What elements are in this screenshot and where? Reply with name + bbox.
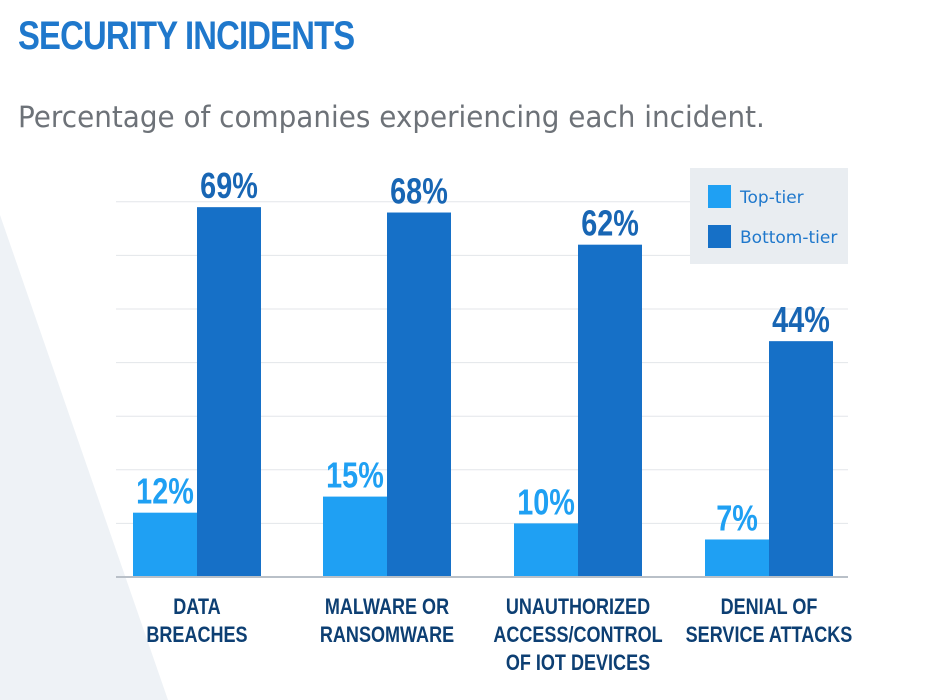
bars xyxy=(133,207,833,577)
legend-swatch-top-tier xyxy=(708,185,731,208)
value-labels: 12% 69% 15% 68% 10% 62% 7% 44% xyxy=(136,165,830,538)
category-label: DATA xyxy=(173,595,220,619)
chart-subtitle: Percentage of companies experiencing eac… xyxy=(18,100,765,134)
category-label: RANSOMWARE xyxy=(320,623,454,647)
value-label-top-tier: 15% xyxy=(326,454,384,495)
legend-label-top-tier: Top-tier xyxy=(739,188,804,208)
value-label-top-tier: 7% xyxy=(716,497,758,538)
legend-swatch-bottom-tier xyxy=(708,225,731,248)
value-label-bottom-tier: 68% xyxy=(390,170,448,211)
value-label-top-tier: 12% xyxy=(136,471,194,512)
value-label-top-tier: 10% xyxy=(517,481,575,522)
category-label: MALWARE OR xyxy=(325,595,450,619)
bar-bottom-tier xyxy=(578,244,642,577)
bar-top-tier xyxy=(323,496,387,577)
value-label-bottom-tier: 62% xyxy=(581,203,639,244)
legend-label-bottom-tier: Bottom-tier xyxy=(740,228,837,248)
category-label: UNAUTHORIZED xyxy=(506,595,650,619)
bar-bottom-tier xyxy=(769,341,833,577)
category-label: BREACHES xyxy=(146,623,247,647)
bar-bottom-tier xyxy=(387,212,451,577)
legend: Top-tier Bottom-tier xyxy=(690,168,848,264)
category-label: SERVICE ATTACKS xyxy=(686,623,853,647)
category-label: DENIAL OF xyxy=(721,595,818,619)
bar-bottom-tier xyxy=(197,207,261,577)
bar-top-tier xyxy=(133,512,197,577)
value-label-bottom-tier: 69% xyxy=(200,165,258,206)
value-label-bottom-tier: 44% xyxy=(772,299,830,340)
legend-box xyxy=(690,168,848,264)
category-labels: DATA BREACHES MALWARE OR RANSOMWARE UNAUTHOR… xyxy=(146,595,852,675)
category-label: ACCESS/CONTROL xyxy=(493,623,662,647)
chart-title: SECURITY INCIDENTS xyxy=(18,14,355,58)
bar-top-tier xyxy=(514,523,578,577)
bar-top-tier xyxy=(705,539,769,577)
category-label: OF IOT DEVICES xyxy=(506,651,650,675)
